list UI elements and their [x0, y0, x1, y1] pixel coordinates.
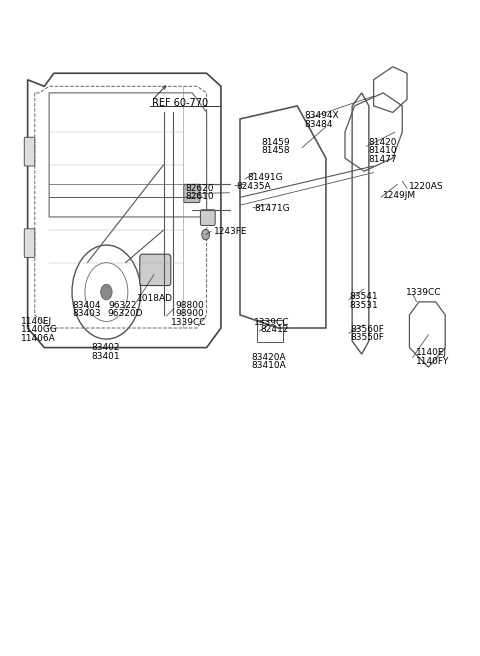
Text: 1249JM: 1249JM — [383, 191, 416, 200]
Text: 98800: 98800 — [176, 300, 204, 310]
FancyBboxPatch shape — [24, 137, 35, 166]
Text: 83401: 83401 — [91, 352, 120, 361]
Text: 82620: 82620 — [185, 184, 214, 193]
Text: 96322: 96322 — [109, 300, 137, 310]
Text: 81410: 81410 — [368, 146, 396, 155]
Text: 1339CC: 1339CC — [254, 318, 290, 327]
Text: REF 60-770: REF 60-770 — [152, 98, 208, 108]
Text: 1243FE: 1243FE — [214, 227, 247, 236]
Text: 83410A: 83410A — [251, 361, 286, 371]
Text: 11406A: 11406A — [22, 334, 56, 343]
Text: 81491G: 81491G — [247, 173, 283, 182]
Text: 81471G: 81471G — [254, 204, 290, 213]
Text: 1140FY: 1140FY — [416, 357, 449, 366]
FancyBboxPatch shape — [200, 210, 215, 226]
Text: 96320D: 96320D — [108, 309, 143, 318]
Text: 83402: 83402 — [91, 343, 120, 352]
Text: 83420A: 83420A — [251, 353, 286, 362]
Text: 81420: 81420 — [368, 138, 396, 147]
FancyBboxPatch shape — [24, 229, 35, 257]
Text: 1339CC: 1339CC — [406, 287, 441, 297]
Text: 83531: 83531 — [350, 300, 379, 310]
Text: 1140EJ: 1140EJ — [416, 348, 447, 358]
Text: 83403: 83403 — [72, 309, 101, 318]
Text: 81458: 81458 — [262, 146, 290, 155]
Circle shape — [101, 284, 112, 300]
Text: 1140GG: 1140GG — [22, 325, 58, 335]
Text: 83494X: 83494X — [304, 112, 339, 120]
FancyBboxPatch shape — [184, 184, 200, 203]
Text: 83484: 83484 — [304, 119, 333, 129]
Text: 1018AD: 1018AD — [137, 294, 173, 303]
Text: 83560F: 83560F — [351, 325, 384, 334]
Text: 83541: 83541 — [350, 292, 378, 301]
Circle shape — [202, 230, 209, 240]
Text: 1339CC: 1339CC — [171, 318, 206, 327]
Text: 1140EJ: 1140EJ — [22, 317, 52, 326]
Text: 1220AS: 1220AS — [409, 182, 444, 191]
Text: 83550F: 83550F — [351, 333, 384, 342]
Text: 82610: 82610 — [185, 192, 214, 201]
Text: 81459: 81459 — [262, 138, 290, 147]
Text: 81477: 81477 — [368, 155, 396, 164]
Text: 82412: 82412 — [261, 325, 289, 335]
FancyBboxPatch shape — [140, 254, 171, 285]
Text: 83404: 83404 — [72, 300, 100, 310]
Text: 82435A: 82435A — [237, 182, 271, 191]
Text: 98900: 98900 — [176, 309, 204, 318]
